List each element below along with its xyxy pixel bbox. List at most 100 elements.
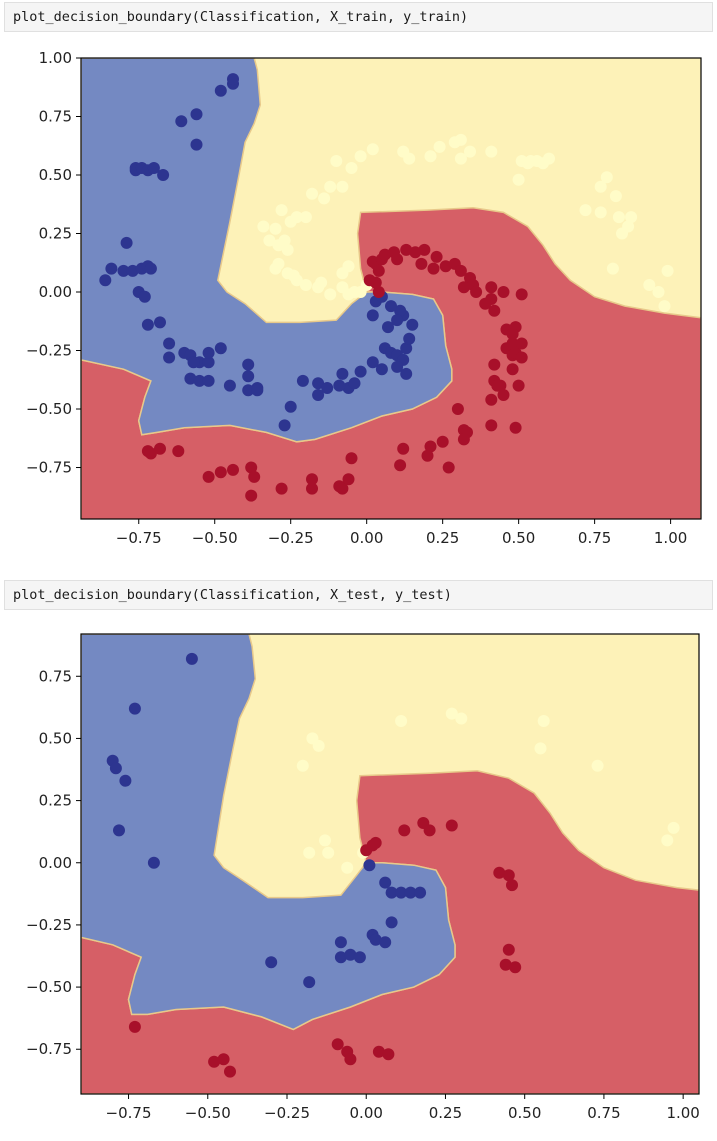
point-red [479, 297, 492, 310]
point-blue [278, 419, 291, 432]
point-red [336, 482, 349, 495]
point-blue [395, 886, 408, 899]
point-yellow [345, 162, 358, 174]
point-yellow [403, 152, 416, 165]
x-tick-label: 0.75 [578, 529, 611, 547]
point-red [154, 442, 166, 455]
point-blue [385, 886, 398, 899]
x-tick-label: 1.00 [666, 1104, 699, 1122]
point-blue [190, 138, 203, 151]
point-red [382, 1048, 395, 1061]
point-yellow [594, 206, 607, 219]
point-blue [242, 384, 255, 397]
point-red [451, 403, 464, 415]
point-yellow [312, 739, 325, 752]
point-red [372, 1045, 385, 1058]
point-yellow [263, 234, 276, 247]
point-yellow [594, 180, 607, 193]
point-blue [404, 886, 417, 899]
point-blue [242, 358, 255, 371]
point-red [224, 1065, 236, 1078]
point-yellow [299, 279, 312, 291]
point-yellow [424, 150, 437, 163]
point-blue [403, 332, 416, 345]
point-yellow [275, 204, 288, 217]
code-cell-test[interactable]: plot_decision_boundary(Classification, X… [4, 580, 713, 610]
decision-boundary-plot-train: −0.75 −0.50 −0.25 0.00 0.25 0.50 0.75 1.00 1.00 0… [26, 49, 702, 547]
point-blue [400, 342, 413, 355]
y-tick-label: −0.50 [26, 978, 72, 996]
y-tick-label: −0.75 [26, 1040, 72, 1058]
point-blue [321, 382, 334, 394]
point-yellow [324, 180, 337, 193]
point-blue [202, 356, 215, 369]
point-blue [105, 262, 118, 275]
point-red [342, 473, 355, 486]
point-red [398, 824, 411, 837]
point-blue [202, 374, 215, 387]
point-blue [334, 951, 347, 964]
point-blue [353, 951, 366, 964]
point-blue [336, 367, 349, 380]
point-red [214, 466, 227, 479]
point-yellow [543, 152, 555, 165]
point-red [442, 461, 455, 474]
point-red [485, 281, 498, 294]
point-red [470, 286, 483, 298]
point-red [427, 262, 440, 275]
y-tick-label: 0.00 [39, 283, 72, 301]
point-blue [391, 314, 404, 327]
point-red [344, 1053, 357, 1066]
y-tick-label: 0.25 [39, 792, 72, 810]
point-red [227, 463, 239, 476]
point-blue [363, 859, 376, 872]
point-yellow [319, 834, 331, 847]
point-blue [414, 886, 427, 899]
point-blue [157, 169, 170, 181]
point-yellow [322, 846, 335, 859]
point-red [369, 836, 382, 849]
point-blue [175, 115, 188, 128]
point-yellow [464, 145, 476, 158]
point-yellow [579, 204, 592, 217]
point-blue [190, 108, 203, 121]
point-yellow [658, 300, 671, 313]
point-blue [366, 309, 379, 322]
y-tick-label: 0.75 [39, 667, 72, 685]
point-red [372, 286, 385, 298]
x-tick-label: 0.50 [502, 529, 535, 547]
point-red [421, 449, 434, 462]
point-red [306, 473, 318, 486]
x-tick-label: −0.50 [185, 1104, 231, 1122]
point-blue [126, 264, 139, 277]
point-red [415, 257, 428, 270]
axes-frame [80, 633, 700, 1095]
point-red [245, 461, 258, 474]
point-red [378, 248, 391, 261]
point-red [394, 459, 407, 472]
point-red [331, 1038, 344, 1051]
point-red [506, 337, 519, 350]
code-cell-train[interactable]: plot_decision_boundary(Classification, X… [4, 2, 713, 32]
point-blue [214, 84, 227, 97]
point-yellow [600, 171, 613, 184]
y-tick-label: 0.50 [39, 166, 72, 184]
x-tick-label: 0.50 [508, 1104, 541, 1122]
point-yellow [667, 821, 680, 834]
point-blue [385, 916, 398, 929]
x-tick-label: −0.50 [192, 529, 238, 547]
point-red [502, 869, 515, 882]
point-red [372, 264, 385, 277]
point-blue [394, 304, 407, 317]
point-yellow [612, 211, 625, 224]
point-blue [242, 370, 255, 383]
point-blue [296, 374, 309, 387]
point-blue [223, 379, 236, 392]
point-blue [375, 363, 388, 376]
point-red [345, 452, 358, 465]
y-tick-label: −0.25 [26, 916, 72, 934]
point-blue [147, 162, 160, 174]
point-yellow [296, 759, 309, 772]
point-blue [187, 356, 200, 369]
point-blue [141, 318, 154, 331]
